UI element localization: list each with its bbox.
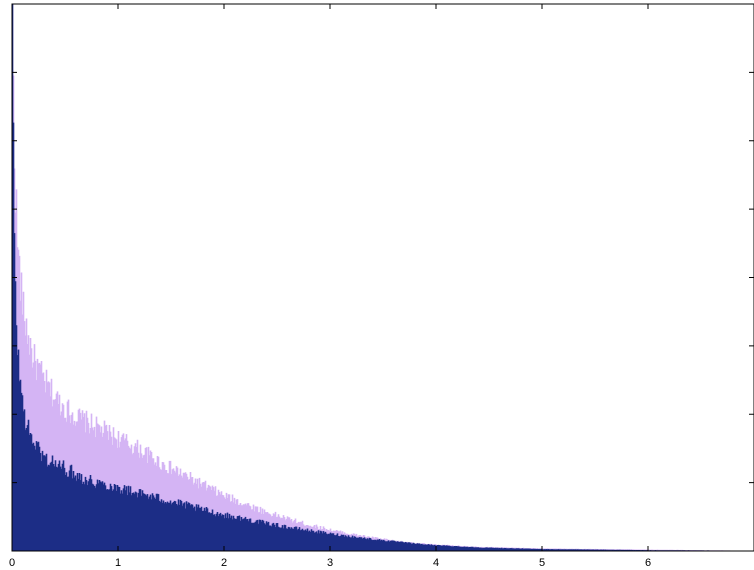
x-tick-label-0: 0 [9, 557, 15, 569]
plot-area [11, 3, 754, 552]
x-tick-label-3: 3 [327, 557, 333, 569]
x-tick-label-6: 6 [645, 557, 651, 569]
x-tick-label-1: 1 [115, 557, 121, 569]
series-area-1 [11, 3, 754, 552]
x-tick-label-2: 2 [221, 557, 227, 569]
series-area-0 [11, 3, 754, 552]
x-tick-label-5: 5 [539, 557, 545, 569]
axis-ticks: 0 1 2 3 4 5 6 [9, 4, 754, 569]
x-tick-label-4: 4 [433, 557, 439, 569]
